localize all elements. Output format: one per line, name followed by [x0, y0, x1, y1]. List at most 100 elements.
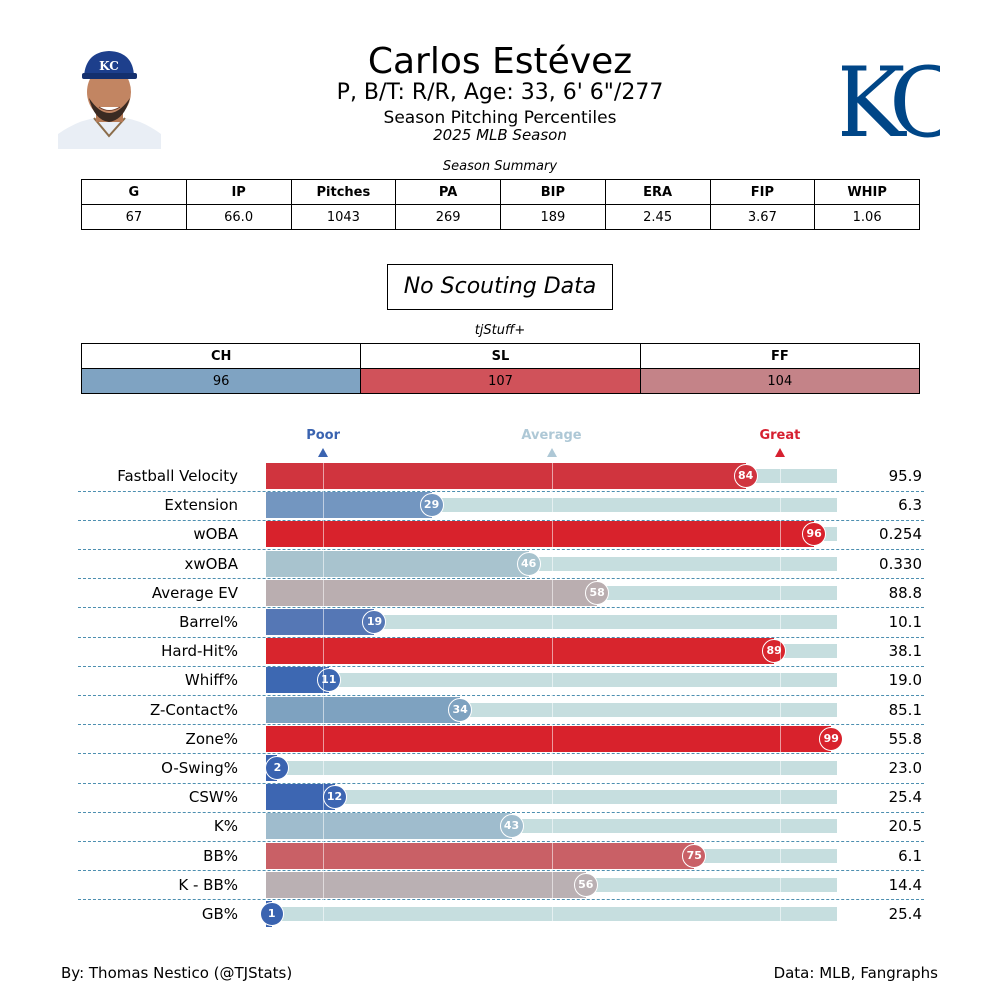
footer-credit: By: Thomas Nestico (@TJStats)	[61, 964, 293, 982]
tjstuff-header-row: CH SL FF	[80, 343, 921, 369]
row-separator	[78, 549, 924, 550]
summary-value: 3.67	[709, 204, 816, 230]
player-headshot: KC	[58, 44, 161, 149]
stat-value: 23.0	[888, 759, 922, 777]
bar	[266, 696, 461, 723]
bar	[266, 725, 832, 752]
percentile-marker: 12	[322, 785, 347, 810]
metric-label: BB%	[203, 846, 238, 865]
stat-value: 14.4	[888, 875, 922, 894]
team-logo: KC	[834, 47, 971, 159]
summary-header: FIP	[709, 179, 816, 205]
marker-poor-arrow	[318, 448, 329, 457]
summary-header: PA	[395, 179, 501, 205]
pitch-type-header: SL	[360, 343, 641, 369]
stat-value: 25.4	[888, 905, 922, 923]
metric-label: Barrel%	[179, 613, 238, 631]
chart-subtitle: Season Pitching Percentiles	[383, 108, 617, 128]
bar	[266, 550, 529, 577]
row-separator	[78, 724, 924, 726]
metric-label: GB%	[201, 905, 238, 923]
metric-label: Average EV	[151, 583, 238, 602]
row-separator	[78, 841, 924, 842]
stat-value: 19.0	[888, 671, 922, 690]
player-name: Carlos Estévez	[367, 41, 633, 82]
tjstuff-table: CH SL FF 96 107 104	[80, 343, 921, 394]
summary-header: ERA	[604, 179, 711, 205]
summary-value: 66.0	[185, 204, 292, 230]
team-logo-text: KC	[842, 48, 940, 148]
row-separator	[78, 811, 924, 813]
metric-label: CSW%	[188, 788, 238, 807]
cap-logo-text: KC	[99, 59, 119, 73]
marker-average-arrow	[546, 448, 557, 457]
season-title: 2025 MLB Season	[433, 126, 567, 144]
summary-value: 269	[395, 204, 501, 230]
percentile-marker: 99	[819, 726, 844, 751]
stat-value: 10.1	[888, 613, 922, 631]
bar	[266, 492, 432, 519]
bar	[266, 463, 746, 489]
marker-average-label: Average	[521, 428, 582, 443]
metric-label: Hard-Hit%	[161, 642, 238, 661]
bar	[266, 842, 695, 869]
stat-value: 88.8	[888, 583, 922, 602]
percentile-marker: 2	[265, 756, 290, 780]
row-separator	[78, 695, 924, 696]
pitch-type-header: FF	[639, 343, 921, 369]
season-summary-table: G IP Pitches PA BIP ERA FIP WHIP 67 66.0…	[81, 179, 920, 230]
row-separator	[78, 519, 924, 521]
metric-label: xwOBA	[184, 554, 238, 573]
summary-header: G	[81, 179, 187, 205]
metric-label: Fastball Velocity	[117, 467, 238, 485]
row-separator	[78, 782, 924, 784]
percentile-marker: 29	[419, 493, 444, 518]
metric-label: O-Swing%	[161, 759, 238, 777]
stat-value: 20.5	[888, 817, 922, 836]
summary-header: IP	[185, 179, 292, 205]
no-scouting-data-box: No Scouting Data	[387, 264, 613, 310]
summary-value: 189	[500, 204, 606, 230]
summary-header-row: G IP Pitches PA BIP ERA FIP WHIP	[81, 179, 920, 205]
row-separator	[78, 665, 924, 667]
summary-value: 2.45	[604, 204, 711, 230]
stat-value: 6.1	[898, 846, 922, 865]
summary-value: 67	[81, 204, 187, 230]
bar	[266, 609, 375, 635]
guide-line-poor	[323, 463, 325, 922]
row-separator	[78, 636, 924, 638]
footer-source: Data: MLB, Fangraphs	[773, 964, 938, 982]
bar	[266, 813, 512, 840]
row-separator	[78, 753, 924, 755]
row-separator	[78, 899, 924, 901]
summary-header: Pitches	[290, 179, 397, 205]
bar	[266, 871, 586, 898]
percentile-marker: 46	[516, 551, 541, 576]
summary-caption: Season Summary	[442, 159, 558, 174]
stat-value: 25.4	[888, 788, 922, 807]
metric-label: Extension	[164, 496, 238, 515]
tjstuff-value: 104	[639, 368, 921, 394]
metric-label: Zone%	[185, 729, 238, 748]
stat-value: 38.1	[888, 642, 922, 661]
stat-value: 85.1	[888, 700, 922, 719]
metric-label: Z-Contact%	[149, 700, 238, 719]
player-info: P, B/T: R/R, Age: 33, 6' 6"/277	[336, 80, 664, 105]
pitch-type-header: CH	[80, 343, 362, 369]
percentile-marker: 34	[448, 697, 473, 722]
row-separator	[78, 578, 924, 580]
percentile-marker: 75	[682, 843, 707, 868]
row-separator	[78, 490, 924, 492]
metric-label: wOBA	[193, 525, 238, 544]
summary-value-row: 67 66.0 1043 269 189 2.45 3.67 1.06	[81, 204, 920, 230]
percentile-marker: 56	[573, 872, 598, 897]
marker-great-arrow	[774, 448, 785, 457]
stat-value: 95.9	[888, 467, 922, 485]
marker-great-label: Great	[759, 428, 801, 443]
tjstuff-value: 107	[360, 368, 641, 394]
metric-label: K%	[213, 817, 238, 836]
summary-value: 1043	[290, 204, 397, 230]
tjstuff-value: 96	[80, 368, 362, 394]
summary-header: BIP	[500, 179, 606, 205]
percentile-marker: 19	[362, 610, 387, 634]
